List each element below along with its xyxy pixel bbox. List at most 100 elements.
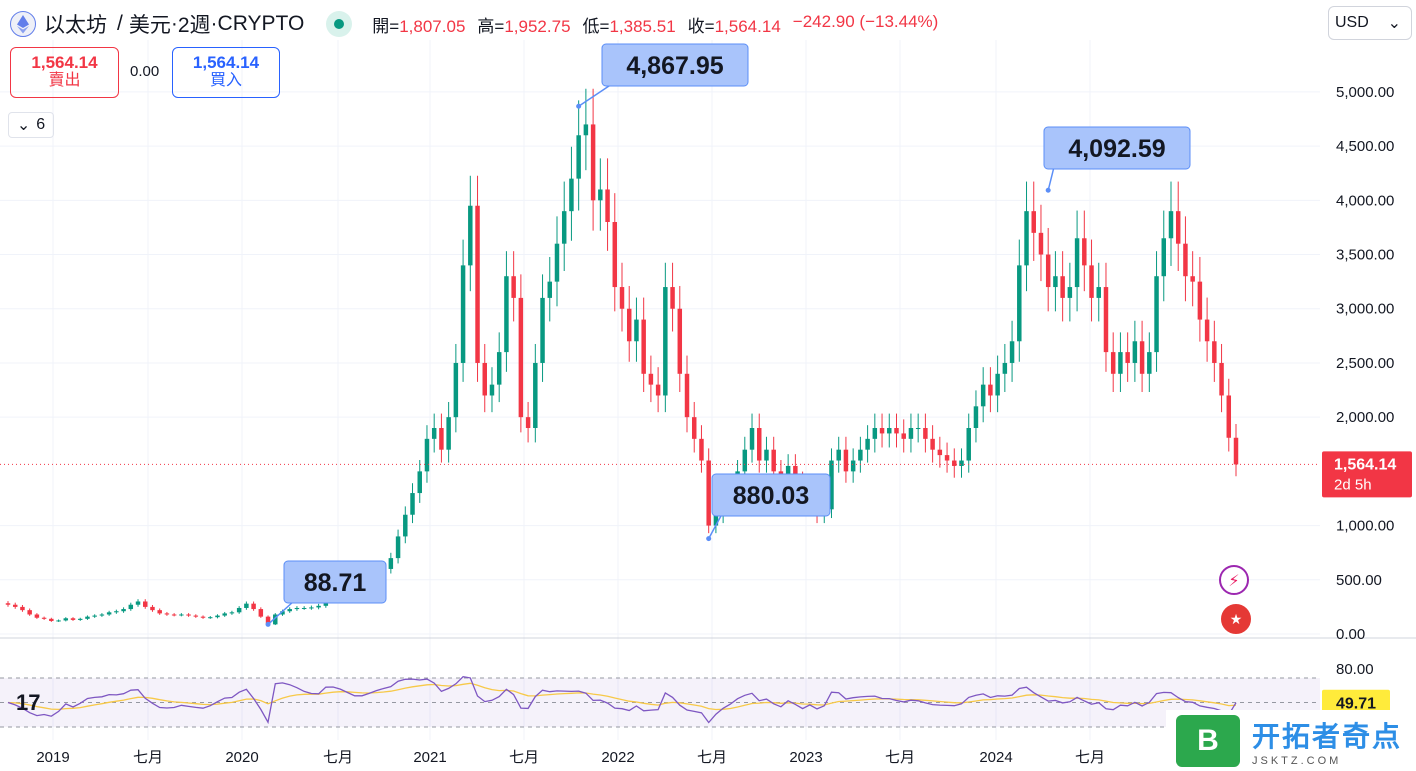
candle[interactable] [706,460,711,526]
candle[interactable] [280,611,285,615]
candle[interactable] [1219,362,1224,396]
candle[interactable] [699,438,704,461]
candle[interactable] [1183,243,1188,277]
callout-box[interactable] [711,473,831,517]
candle[interactable] [186,614,191,616]
interval-label[interactable]: 2週 [177,14,211,37]
candle[interactable] [446,417,451,450]
candle[interactable] [496,352,502,385]
candle[interactable] [1082,238,1087,266]
candle[interactable] [164,613,170,615]
candle[interactable] [1168,211,1174,239]
candle[interactable] [1118,352,1123,374]
candle[interactable] [143,601,148,607]
candle[interactable] [258,609,264,617]
candle[interactable] [439,428,444,450]
candle[interactable] [908,428,914,439]
candle[interactable] [923,428,928,439]
candle[interactable] [641,319,646,374]
candle[interactable] [99,614,105,616]
candle[interactable] [475,205,480,363]
candle[interactable] [424,438,430,472]
candle[interactable] [222,613,227,616]
candle[interactable] [937,449,943,456]
candle[interactable] [511,276,516,298]
candle[interactable] [540,297,545,363]
candle[interactable] [128,604,134,610]
callout-box[interactable] [601,43,749,87]
candle[interactable] [894,428,899,434]
candle[interactable] [634,319,639,342]
candle[interactable] [843,449,849,472]
us-flag-icon[interactable] [1219,602,1253,636]
candle[interactable] [85,616,90,619]
candle[interactable] [273,614,278,625]
buy-button[interactable]: 1,564.14 買入 [172,47,280,98]
candle[interactable] [677,308,683,374]
candle[interactable] [742,449,748,472]
candle[interactable] [236,607,242,613]
candle[interactable] [63,618,69,621]
candle[interactable] [887,428,892,434]
candle[interactable] [1002,362,1008,374]
candle[interactable] [663,287,668,396]
candle[interactable] [771,449,776,472]
candle[interactable] [489,384,495,396]
candle[interactable] [1197,281,1203,320]
candle[interactable] [872,428,878,439]
candle[interactable] [533,362,538,429]
candle[interactable] [287,609,292,612]
symbol-name[interactable]: 以太坊 [44,14,107,37]
candle[interactable] [1024,211,1029,266]
candle[interactable] [959,460,964,466]
candle[interactable] [1226,395,1232,438]
candle[interactable] [77,618,83,620]
candle[interactable] [966,428,971,461]
candle[interactable] [1125,352,1130,363]
candle[interactable] [749,428,755,450]
sell-button[interactable]: 1,564.14 賣出 [10,47,119,98]
candle[interactable] [309,607,314,609]
candle[interactable] [901,433,906,439]
candle[interactable] [200,616,206,618]
candle[interactable] [1139,341,1145,374]
candle[interactable] [135,601,141,605]
candle[interactable] [208,617,213,619]
candle[interactable] [713,514,719,526]
candle[interactable] [410,493,415,515]
candle[interactable] [179,614,184,616]
candle[interactable] [973,406,979,429]
candle[interactable] [114,611,119,613]
candle[interactable] [460,265,466,363]
candle[interactable] [569,178,574,212]
candle[interactable] [547,281,553,298]
candle[interactable] [684,373,690,418]
callout-box[interactable] [1043,126,1191,170]
candle[interactable] [764,449,769,461]
candle[interactable] [858,449,863,461]
candle[interactable] [157,610,162,614]
candle[interactable] [215,615,220,618]
candle[interactable] [41,617,47,619]
candle[interactable] [612,222,618,288]
candle[interactable] [27,610,32,615]
candle[interactable] [691,417,697,439]
candle[interactable] [518,297,524,418]
candle[interactable] [92,615,97,617]
candle[interactable] [171,614,177,616]
candle[interactable] [482,362,487,396]
candle[interactable] [836,449,841,461]
candle[interactable] [244,603,249,608]
candle[interactable] [403,514,408,537]
candle[interactable] [879,428,885,434]
candle[interactable] [829,460,834,510]
candle[interactable] [1031,211,1036,233]
candle[interactable] [576,135,581,179]
candle[interactable] [1060,276,1065,298]
candle[interactable] [1074,238,1080,288]
candle[interactable] [1009,341,1015,363]
candle[interactable] [850,460,856,472]
candle[interactable] [1132,341,1138,363]
candle[interactable] [619,287,625,309]
